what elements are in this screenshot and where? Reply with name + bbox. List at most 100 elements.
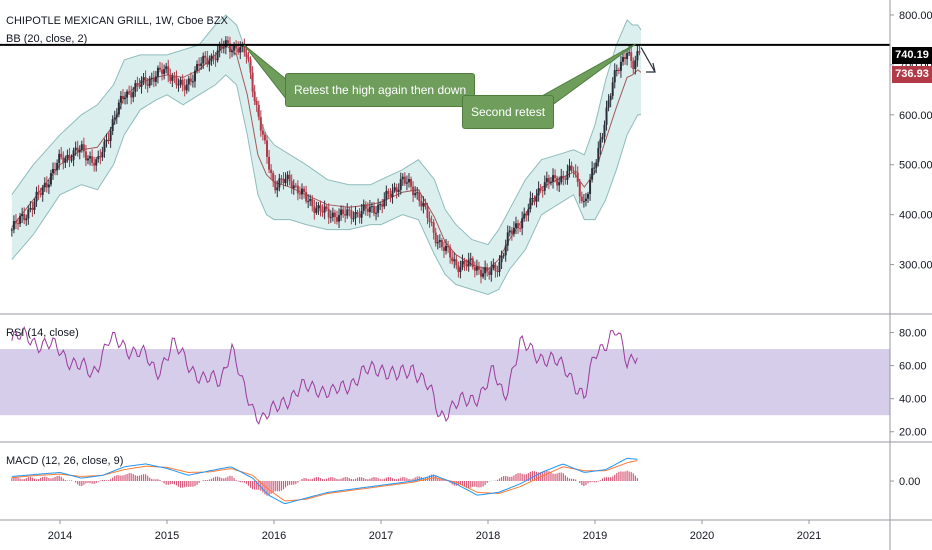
candle[interactable] — [198, 57, 201, 73]
candle[interactable] — [529, 191, 532, 213]
candle[interactable] — [109, 126, 112, 148]
macd-indicator-label[interactable]: MACD (12, 26, close, 9) — [6, 455, 124, 467]
macd-line[interactable] — [11, 457, 638, 505]
macd-signal-line[interactable] — [11, 460, 638, 502]
candle[interactable] — [31, 201, 34, 217]
candle[interactable] — [405, 175, 408, 191]
candle[interactable] — [368, 199, 371, 218]
candle[interactable] — [578, 178, 581, 204]
candle[interactable] — [284, 172, 287, 187]
candle[interactable] — [257, 100, 260, 121]
candle[interactable] — [231, 44, 234, 58]
candle[interactable] — [49, 169, 52, 187]
candle[interactable] — [634, 55, 637, 75]
candle[interactable] — [568, 158, 571, 178]
candle[interactable] — [300, 183, 303, 200]
candle[interactable] — [375, 206, 378, 221]
candle[interactable] — [278, 173, 281, 192]
candle[interactable] — [362, 199, 365, 215]
candle[interactable] — [311, 195, 314, 212]
candle[interactable] — [537, 181, 540, 202]
candle[interactable] — [17, 218, 20, 230]
candle[interactable] — [91, 149, 94, 167]
candle[interactable] — [545, 171, 548, 188]
candle[interactable] — [93, 156, 96, 172]
candle[interactable] — [397, 183, 400, 197]
candle[interactable] — [504, 239, 507, 262]
candle[interactable] — [595, 159, 598, 174]
candle[interactable] — [276, 180, 279, 198]
candle[interactable] — [506, 225, 509, 252]
candle[interactable] — [14, 214, 17, 230]
rsi-indicator-label[interactable]: RSI (14, close) — [6, 327, 79, 339]
candle[interactable] — [268, 149, 271, 174]
candle[interactable] — [636, 44, 639, 67]
candle[interactable] — [126, 89, 129, 105]
candle[interactable] — [138, 78, 141, 89]
candle[interactable] — [414, 186, 417, 198]
candle[interactable] — [249, 56, 252, 79]
candle[interactable] — [173, 72, 176, 84]
rsi-line[interactable] — [11, 326, 638, 425]
candle[interactable] — [282, 172, 285, 190]
candle[interactable] — [358, 208, 361, 224]
candle[interactable] — [475, 259, 478, 276]
candle[interactable] — [259, 110, 262, 137]
candle[interactable] — [82, 137, 85, 158]
candle[interactable] — [410, 176, 413, 192]
main-pane[interactable] — [0, 14, 890, 296]
candle[interactable] — [539, 183, 542, 194]
candle[interactable] — [424, 198, 427, 210]
candle[interactable] — [412, 181, 415, 203]
candle[interactable] — [319, 200, 322, 217]
candle[interactable] — [533, 195, 536, 206]
candle[interactable] — [488, 267, 491, 280]
candle[interactable] — [169, 68, 172, 84]
candle[interactable] — [261, 124, 264, 141]
candle[interactable] — [605, 100, 608, 131]
candle[interactable] — [527, 203, 530, 222]
candle[interactable] — [86, 155, 89, 165]
candle[interactable] — [124, 91, 127, 105]
candle[interactable] — [344, 207, 347, 223]
candle[interactable] — [307, 194, 310, 209]
candle[interactable] — [181, 74, 184, 92]
candle[interactable] — [416, 187, 419, 200]
candle[interactable] — [175, 70, 178, 89]
candle[interactable] — [196, 60, 199, 74]
candle[interactable] — [171, 72, 174, 88]
candle[interactable] — [552, 168, 555, 189]
candle[interactable] — [613, 63, 616, 89]
candle[interactable] — [136, 76, 139, 92]
candle[interactable] — [560, 168, 563, 185]
candle[interactable] — [490, 261, 493, 282]
candle[interactable] — [329, 210, 332, 223]
candle[interactable] — [191, 74, 194, 88]
candle[interactable] — [589, 173, 592, 201]
candle[interactable] — [521, 211, 524, 236]
candle[interactable] — [426, 202, 429, 225]
candle[interactable] — [607, 94, 610, 112]
candle[interactable] — [523, 207, 526, 222]
candle[interactable] — [587, 191, 590, 204]
candle[interactable] — [309, 194, 312, 206]
candle[interactable] — [350, 205, 353, 225]
candle[interactable] — [393, 182, 396, 193]
candle[interactable] — [484, 260, 487, 281]
candle[interactable] — [395, 183, 398, 199]
candle[interactable] — [212, 50, 215, 65]
candle[interactable] — [525, 211, 528, 222]
candle[interactable] — [274, 175, 277, 194]
candle[interactable] — [453, 252, 456, 269]
candle[interactable] — [202, 52, 205, 70]
candle[interactable] — [469, 252, 472, 267]
candle[interactable] — [510, 226, 513, 241]
candle[interactable] — [21, 207, 24, 224]
candle[interactable] — [346, 203, 349, 219]
candle[interactable] — [152, 70, 155, 88]
candle[interactable] — [480, 266, 483, 284]
candle[interactable] — [554, 169, 557, 183]
candle[interactable] — [535, 189, 538, 208]
candle[interactable] — [582, 194, 585, 208]
candle[interactable] — [366, 202, 369, 216]
